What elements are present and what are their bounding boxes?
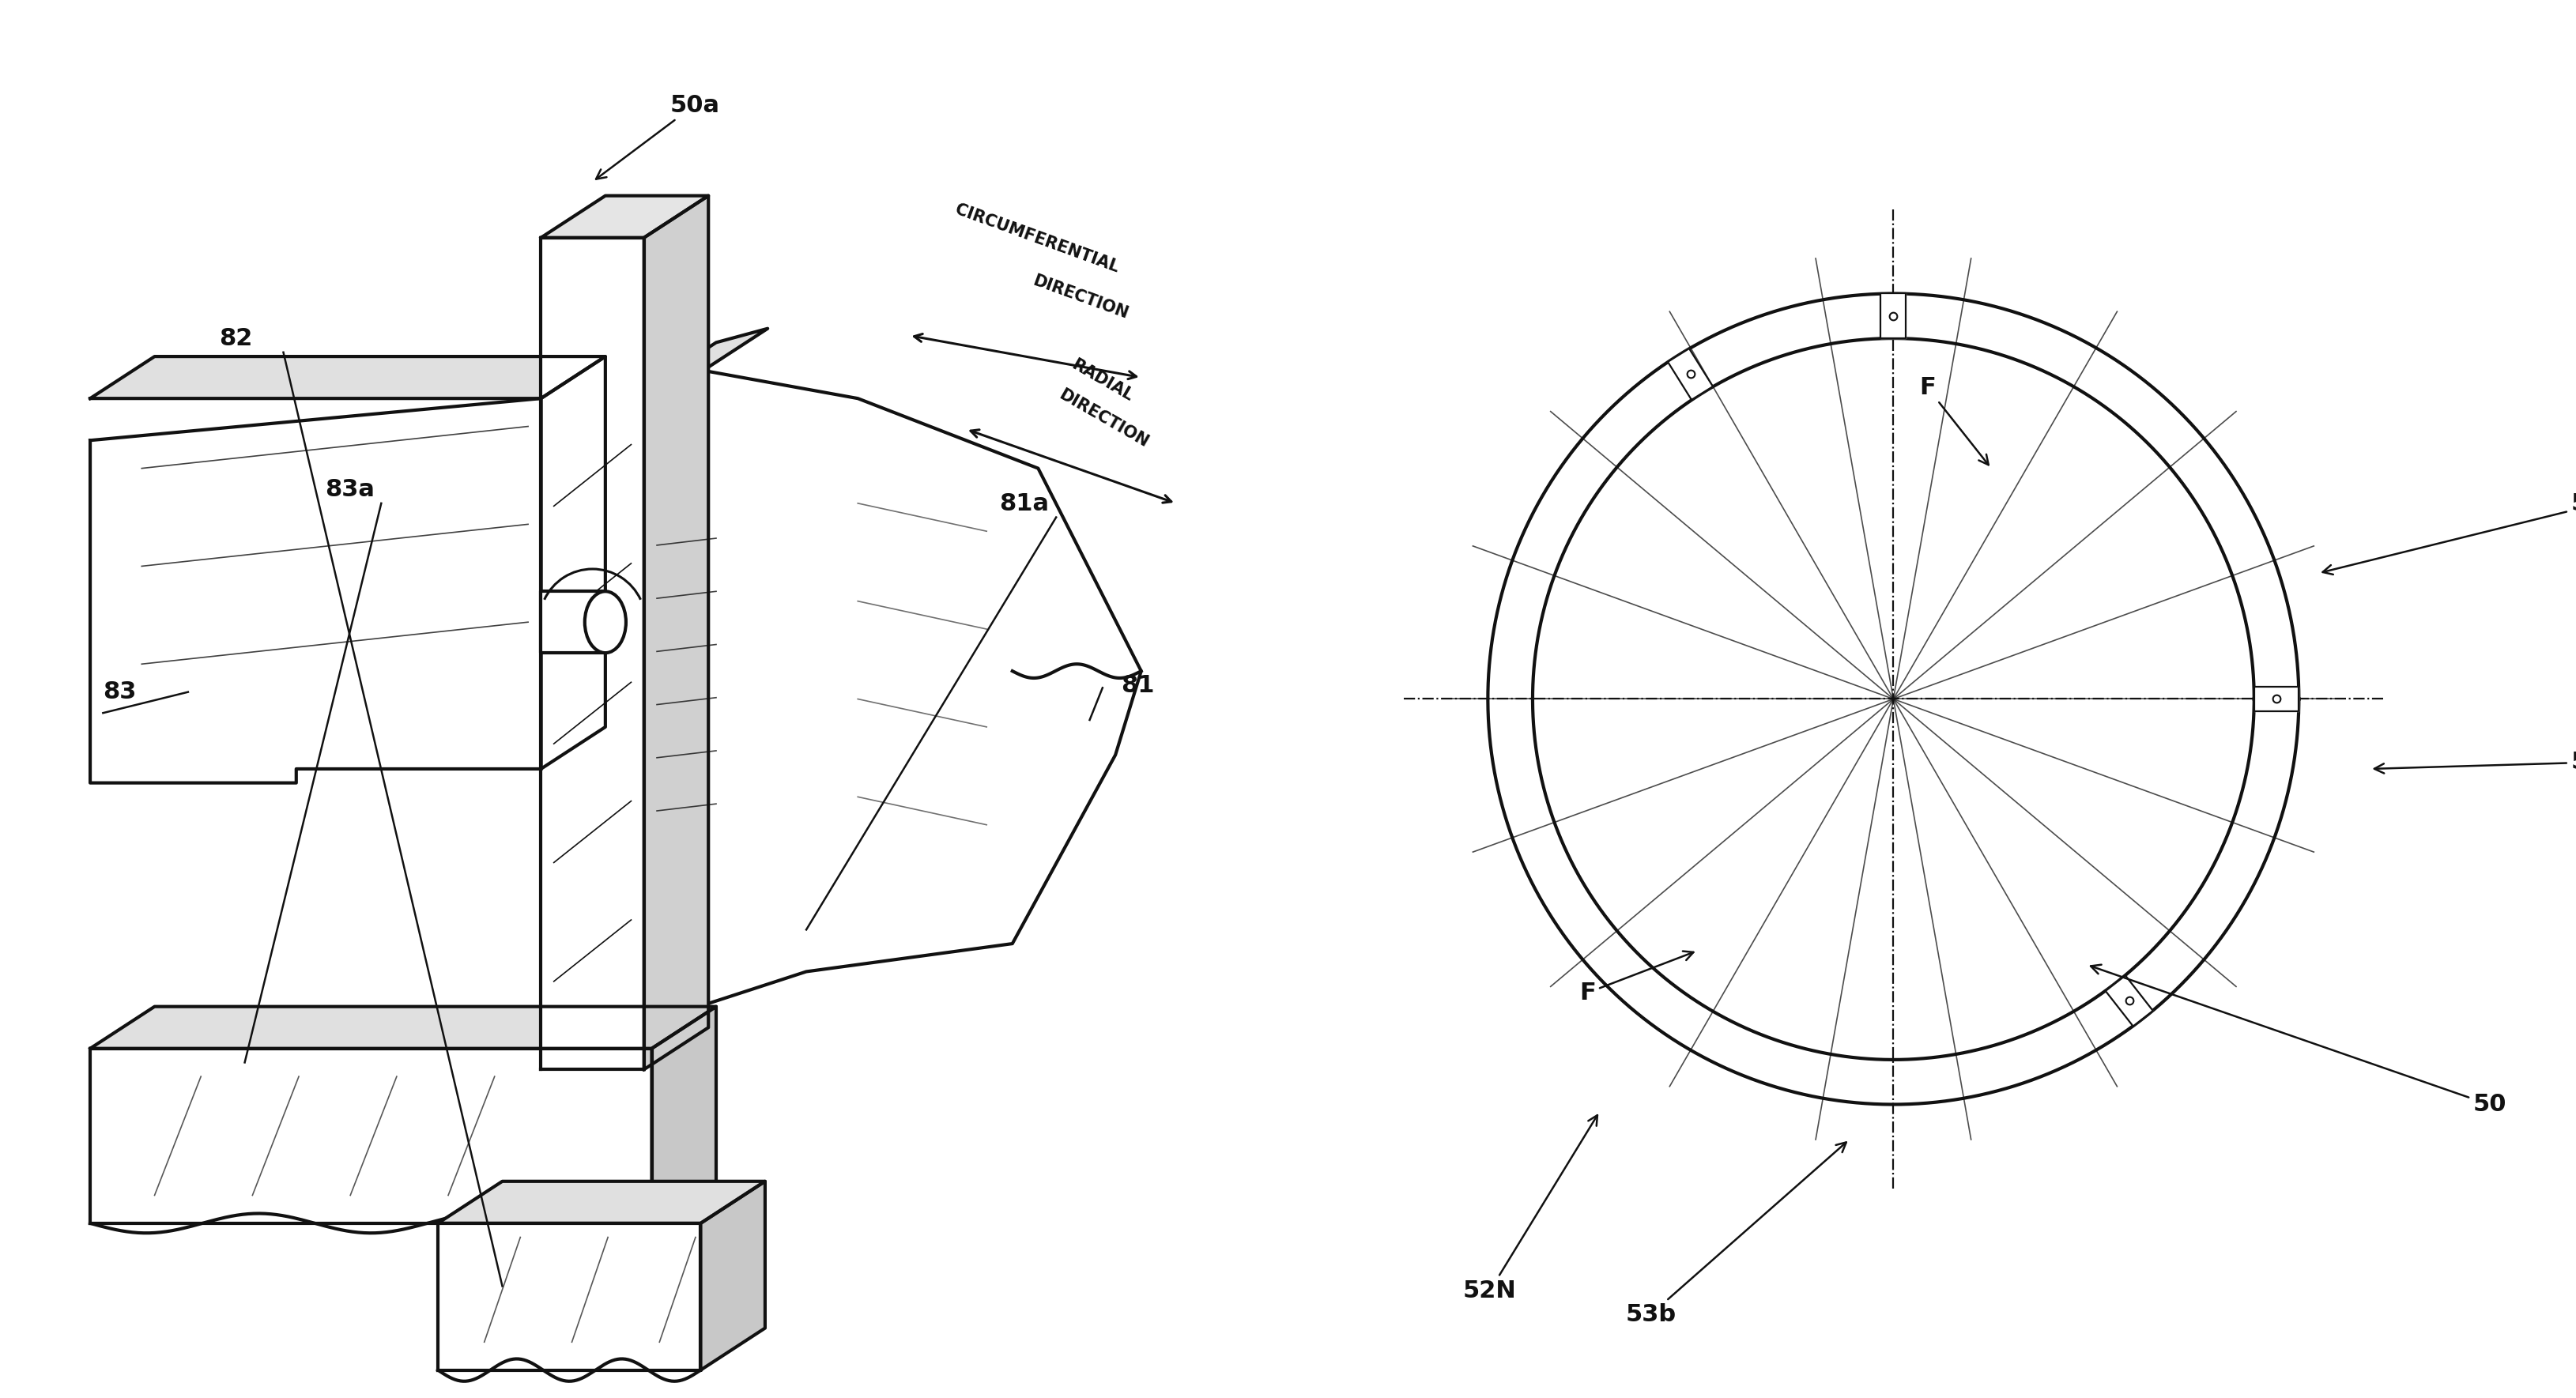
Text: DIRECTION: DIRECTION: [1056, 387, 1151, 450]
Polygon shape: [90, 1048, 652, 1223]
Polygon shape: [652, 1007, 716, 1223]
Polygon shape: [2254, 686, 2298, 712]
Text: 82: 82: [219, 327, 252, 350]
Text: 53b: 53b: [1625, 1142, 1847, 1325]
Polygon shape: [90, 398, 541, 783]
Polygon shape: [644, 196, 708, 1069]
Polygon shape: [541, 238, 644, 1069]
Polygon shape: [90, 1007, 716, 1048]
Text: RADIAL: RADIAL: [1069, 356, 1136, 404]
Text: 52N: 52N: [1463, 1116, 1597, 1302]
Text: 52M: 52M: [2324, 492, 2576, 575]
Text: CIRCUMFERENTIAL: CIRCUMFERENTIAL: [953, 201, 1121, 275]
Polygon shape: [1880, 294, 1906, 338]
Text: 83a: 83a: [325, 478, 374, 500]
Polygon shape: [701, 1181, 765, 1370]
Ellipse shape: [585, 591, 626, 653]
Polygon shape: [541, 591, 605, 653]
Polygon shape: [652, 329, 768, 384]
Text: 53a: 53a: [2375, 751, 2576, 773]
Polygon shape: [438, 1181, 765, 1223]
Polygon shape: [90, 356, 605, 398]
Text: 50: 50: [2092, 965, 2506, 1116]
Text: 81a: 81a: [999, 492, 1048, 514]
Polygon shape: [541, 196, 708, 238]
Polygon shape: [541, 356, 605, 769]
Polygon shape: [438, 1223, 701, 1370]
Polygon shape: [1667, 348, 1713, 400]
Text: F: F: [1579, 951, 1692, 1004]
Text: F: F: [1919, 376, 1989, 466]
Text: 50a: 50a: [595, 94, 719, 179]
Polygon shape: [652, 370, 1141, 1014]
Text: 83: 83: [103, 681, 137, 703]
Text: 81: 81: [1121, 674, 1154, 696]
Text: DIRECTION: DIRECTION: [1030, 273, 1131, 322]
Polygon shape: [2105, 976, 2154, 1026]
